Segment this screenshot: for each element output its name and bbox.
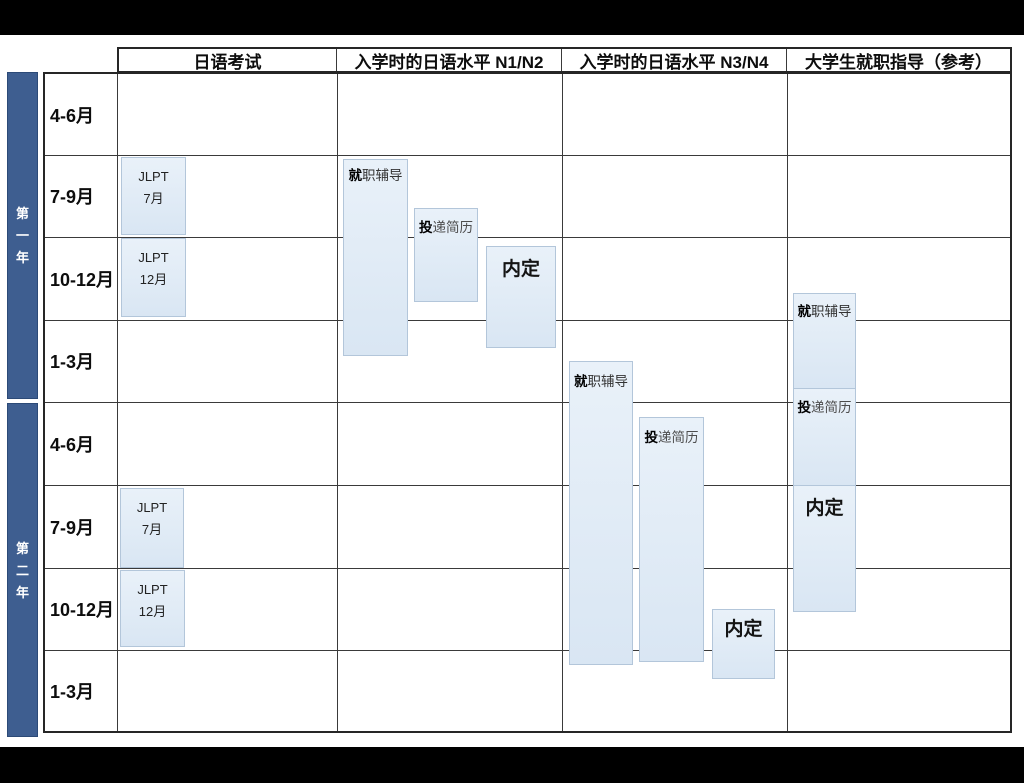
row-label-q4-year2: 1-3月 [50,681,95,702]
event-label: JLPT [138,250,169,265]
event-label: 投递简历 [794,396,855,416]
year-char: 年 [15,250,29,265]
event-box-jlpt-july-year1: JLPT 7月 [121,157,186,235]
event-box-jlpt-july-year2: JLPT 7月 [120,488,184,568]
event-label-first-char: 投 [644,430,659,445]
column-header-level-n3n4: 入学时的日语水平 N3/N4 [562,49,787,72]
event-label: 12月 [138,604,167,620]
row-label-q4-year1: 1-3月 [50,352,95,372]
column-header-job-guidance-reference: 大学生就职指导（参考） [805,52,992,72]
grid-divider-horizontal [45,402,1010,403]
event-label: 12月 [139,272,168,288]
year-char: 第 [15,206,29,221]
event-box-submit-resume-reference: 投递简历 [793,388,856,486]
event-label-first-char: 投 [797,400,812,415]
grid-divider-horizontal [45,485,1010,486]
event-label: 内定 [724,619,763,640]
grid-divider-horizontal [45,650,1010,651]
row-label-q1-year2: 4-6月 [50,434,95,455]
event-label-first-char: 就 [574,374,588,389]
event-label-rest: 职辅导 [587,374,629,389]
event-label: JLPT [138,169,169,184]
event-label: 就职辅导 [344,164,407,184]
grid-divider-horizontal [45,155,1010,156]
event-box-submit-resume-n3n4: 投递简历 [639,417,704,662]
event-label-rest: 递简历 [811,400,852,415]
event-box-jlpt-december-year2: JLPT 12月 [120,570,185,647]
event-label: 投递简历 [415,216,477,236]
year-char: 年 [15,584,29,600]
column-header-jlpt-exam: 日语考试 [119,49,337,72]
event-label: 就职辅导 [794,300,855,320]
event-label-first-char: 就 [348,168,363,183]
event-label-rest: 职辅导 [362,168,403,183]
year-bar-first-year: 第 一 年 [7,72,38,399]
letterbox-top [0,0,1024,35]
column-header-level-n1n2: 入学时的日语水平 N1/N2 [337,49,562,72]
event-label: 投递简历 [640,426,703,446]
event-box-job-guidance-reference: 就职辅导 [793,293,856,389]
event-box-job-offer-n1n2: 内定 [486,246,556,348]
letterbox-bottom [0,747,1024,783]
grid-divider-horizontal [45,568,1010,569]
event-label-rest: 递简历 [432,220,474,235]
event-label-first-char: 投 [419,220,433,235]
year-char: 第 [15,540,29,556]
row-label-q2-year2: 7-9月 [50,517,95,538]
event-label-rest: 职辅导 [811,304,852,319]
event-box-jlpt-december-year1: JLPT 12月 [121,238,186,317]
event-label: 内定 [501,259,540,280]
year-char: 二 [15,562,29,578]
event-label: 就职辅导 [570,370,632,390]
table-header-row: 日语考试 入学时的日语水平 N1/N2 入学时的日语水平 N3/N4 大学生就职… [117,47,1012,73]
event-label-rest: 递简历 [658,430,699,445]
schedule-grid: 4-6月 7-9月 10-12月 1-3月 4-6月 7-9月 10-12月 1… [43,72,1012,733]
event-box-job-offer-n3n4: 内定 [712,609,775,679]
event-box-job-guidance-n3n4: 就职辅导 [569,361,633,665]
event-box-job-guidance-n1n2: 就职辅导 [343,159,408,356]
event-box-job-offer-reference: 内定 [793,485,856,612]
row-label-q3-year2: 10-12月 [50,600,115,620]
row-label-q3-year1: 10-12月 [50,269,115,290]
event-label: JLPT [137,582,168,597]
year-bar-second-year: 第 二 年 [7,403,38,737]
row-label-q2-year1: 7-9月 [50,187,95,207]
event-box-submit-resume-n1n2: 投递简历 [414,208,478,302]
event-label: 内定 [805,498,844,519]
event-label: JLPT [136,500,168,515]
row-label-q1-year1: 4-6月 [50,105,95,126]
event-label: 7月 [143,191,164,207]
year-char: 一 [15,228,29,243]
event-label: 7月 [141,522,163,538]
event-label-first-char: 就 [797,304,812,319]
grid-divider-horizontal [45,237,1010,238]
